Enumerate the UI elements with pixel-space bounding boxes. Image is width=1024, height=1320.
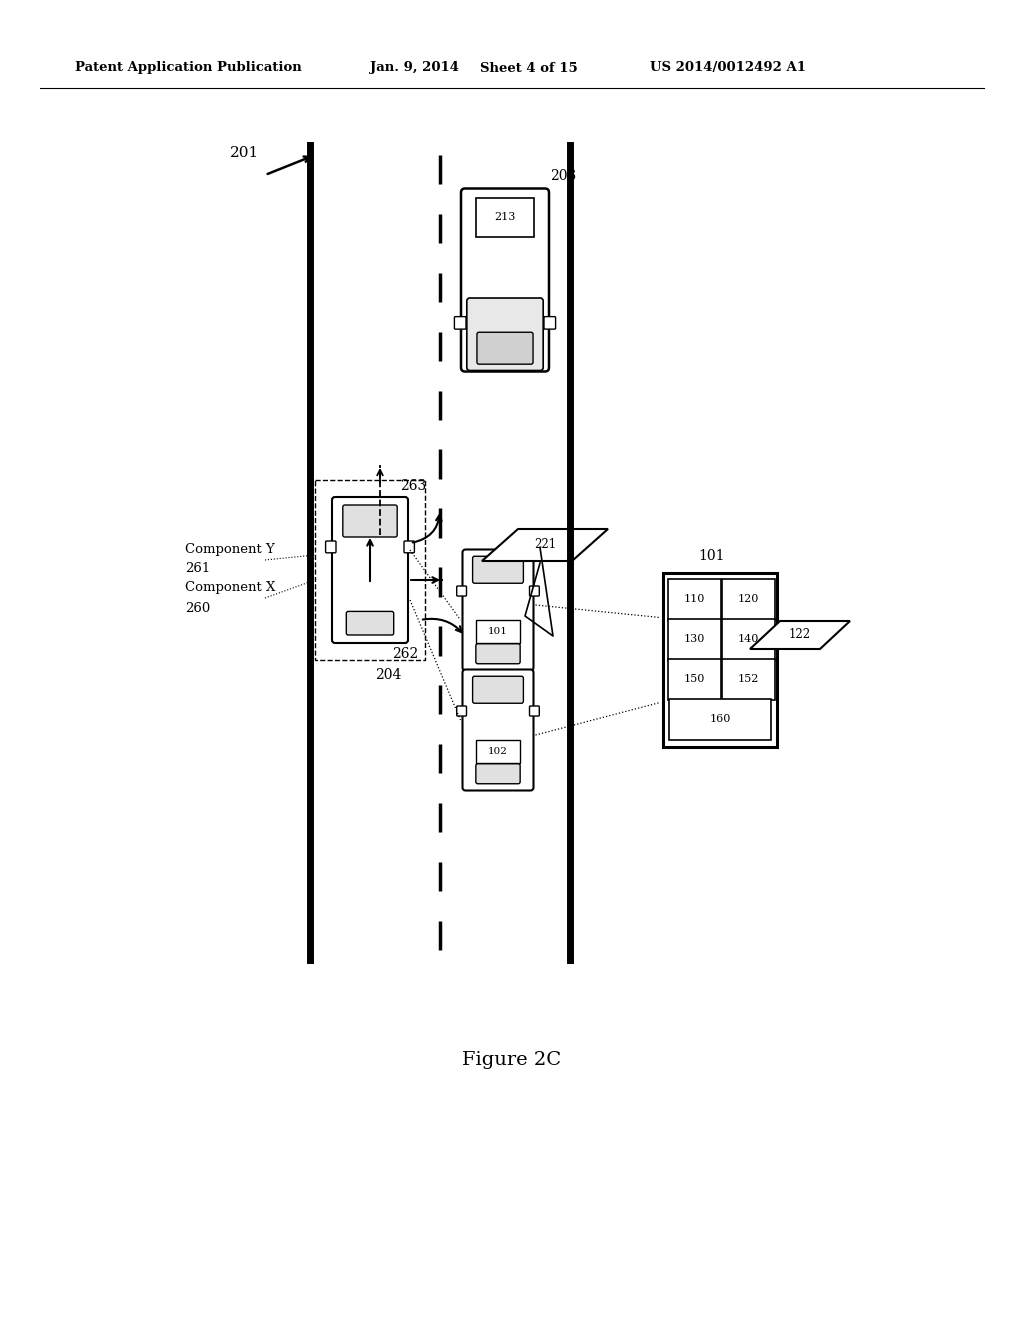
FancyBboxPatch shape	[668, 579, 721, 620]
FancyBboxPatch shape	[455, 317, 466, 329]
Text: 130: 130	[684, 635, 706, 644]
FancyBboxPatch shape	[668, 619, 721, 660]
FancyBboxPatch shape	[473, 556, 523, 583]
FancyBboxPatch shape	[722, 619, 775, 660]
FancyBboxPatch shape	[346, 611, 393, 635]
Text: US 2014/0012492 A1: US 2014/0012492 A1	[650, 62, 806, 74]
FancyBboxPatch shape	[463, 549, 534, 671]
FancyBboxPatch shape	[457, 586, 467, 597]
Text: 204: 204	[375, 668, 401, 682]
Text: 221: 221	[534, 539, 556, 552]
FancyBboxPatch shape	[463, 669, 534, 791]
FancyBboxPatch shape	[461, 189, 549, 371]
FancyBboxPatch shape	[477, 333, 534, 364]
Text: 260: 260	[185, 602, 210, 615]
FancyBboxPatch shape	[343, 506, 397, 537]
FancyBboxPatch shape	[529, 586, 540, 597]
FancyBboxPatch shape	[476, 198, 535, 236]
FancyBboxPatch shape	[467, 298, 543, 371]
FancyBboxPatch shape	[529, 706, 540, 715]
Text: 201: 201	[230, 147, 259, 160]
Text: 152: 152	[738, 675, 759, 685]
Text: Sheet 4 of 15: Sheet 4 of 15	[480, 62, 578, 74]
Text: 110: 110	[684, 594, 706, 605]
Text: 262: 262	[392, 647, 418, 661]
Text: Component X: Component X	[185, 582, 275, 594]
Text: 122: 122	[788, 628, 811, 642]
FancyBboxPatch shape	[663, 573, 777, 747]
Text: 102: 102	[488, 747, 508, 756]
Text: Patent Application Publication: Patent Application Publication	[75, 62, 302, 74]
Text: 150: 150	[684, 675, 706, 685]
Text: Jan. 9, 2014: Jan. 9, 2014	[370, 62, 459, 74]
FancyBboxPatch shape	[476, 644, 520, 664]
Text: 203: 203	[550, 169, 577, 182]
FancyBboxPatch shape	[544, 317, 556, 329]
FancyBboxPatch shape	[404, 541, 415, 553]
Text: 213: 213	[495, 213, 516, 222]
Polygon shape	[750, 620, 850, 649]
Text: 101: 101	[698, 549, 725, 564]
FancyBboxPatch shape	[668, 659, 721, 700]
Text: 261: 261	[185, 561, 210, 574]
FancyBboxPatch shape	[457, 706, 467, 715]
FancyBboxPatch shape	[473, 676, 523, 704]
FancyBboxPatch shape	[476, 741, 520, 763]
Text: 120: 120	[738, 594, 759, 605]
Polygon shape	[482, 529, 608, 561]
Bar	[315, 480, 425, 660]
Text: Component Y: Component Y	[185, 544, 274, 557]
FancyBboxPatch shape	[722, 579, 775, 620]
Text: 160: 160	[710, 714, 731, 725]
FancyBboxPatch shape	[669, 700, 771, 741]
FancyBboxPatch shape	[476, 764, 520, 784]
FancyBboxPatch shape	[326, 541, 336, 553]
Text: 140: 140	[738, 635, 759, 644]
Text: Figure 2C: Figure 2C	[463, 1051, 561, 1069]
FancyBboxPatch shape	[722, 659, 775, 700]
FancyBboxPatch shape	[332, 498, 408, 643]
FancyBboxPatch shape	[476, 620, 520, 643]
Text: 263: 263	[400, 479, 426, 492]
Text: 101: 101	[488, 627, 508, 636]
